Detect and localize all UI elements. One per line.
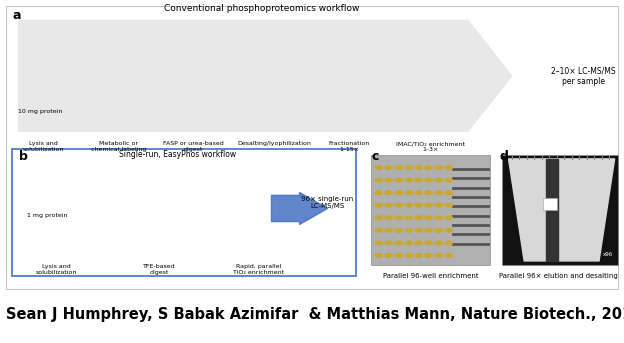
Text: Single-run, EasyPhos workflow: Single-run, EasyPhos workflow: [119, 150, 236, 159]
Circle shape: [445, 203, 452, 207]
Text: 1 mg protein: 1 mg protein: [27, 213, 67, 218]
Circle shape: [405, 254, 412, 257]
Circle shape: [395, 166, 402, 169]
Circle shape: [425, 228, 432, 232]
Circle shape: [405, 216, 412, 220]
Circle shape: [445, 216, 452, 220]
Circle shape: [395, 203, 402, 207]
Circle shape: [425, 241, 432, 245]
Text: a: a: [12, 9, 21, 22]
Circle shape: [395, 228, 402, 232]
Circle shape: [435, 216, 442, 220]
Circle shape: [405, 166, 412, 169]
Circle shape: [435, 191, 442, 194]
Circle shape: [445, 254, 452, 257]
Circle shape: [375, 178, 383, 182]
Text: b: b: [19, 150, 27, 163]
Circle shape: [435, 241, 442, 245]
Text: Lysis and
solubilization: Lysis and solubilization: [23, 141, 64, 152]
Circle shape: [385, 178, 392, 182]
Circle shape: [445, 178, 452, 182]
Circle shape: [415, 254, 422, 257]
Circle shape: [385, 241, 392, 245]
Circle shape: [375, 166, 383, 169]
Circle shape: [385, 191, 392, 194]
Text: TFE-based
digest: TFE-based digest: [143, 264, 175, 275]
Circle shape: [395, 191, 402, 194]
Text: Fractionation
1–15×: Fractionation 1–15×: [329, 141, 370, 152]
Circle shape: [425, 178, 432, 182]
Circle shape: [415, 203, 422, 207]
Circle shape: [375, 191, 383, 194]
Circle shape: [405, 241, 412, 245]
Polygon shape: [509, 159, 615, 261]
Text: Conventional phosphoproteomics workflow: Conventional phosphoproteomics workflow: [164, 4, 360, 13]
Circle shape: [395, 178, 402, 182]
Text: FASP or urea-based
digest: FASP or urea-based digest: [163, 141, 224, 152]
Circle shape: [415, 241, 422, 245]
Circle shape: [415, 228, 422, 232]
Circle shape: [385, 254, 392, 257]
Circle shape: [435, 254, 442, 257]
Circle shape: [385, 203, 392, 207]
Circle shape: [445, 241, 452, 245]
Text: 10 mg protein: 10 mg protein: [18, 109, 63, 114]
Circle shape: [425, 191, 432, 194]
Circle shape: [385, 228, 392, 232]
Text: c: c: [371, 150, 379, 163]
Circle shape: [385, 216, 392, 220]
Circle shape: [375, 203, 383, 207]
Bar: [502, 154, 618, 265]
Circle shape: [415, 178, 422, 182]
Text: Desalting/lyophilization: Desalting/lyophilization: [238, 141, 311, 146]
Circle shape: [425, 254, 432, 257]
Circle shape: [445, 191, 452, 194]
Circle shape: [435, 228, 442, 232]
Circle shape: [385, 166, 392, 169]
Circle shape: [375, 216, 383, 220]
Circle shape: [395, 241, 402, 245]
Circle shape: [405, 203, 412, 207]
Circle shape: [435, 178, 442, 182]
Text: 2–10× LC-MS/MS
per sample: 2–10× LC-MS/MS per sample: [551, 66, 616, 85]
Circle shape: [405, 191, 412, 194]
Bar: [371, 154, 490, 265]
Text: Sean J Humphrey, S Babak Azimifar  & Matthias Mann, Nature Biotech., 2015, 33, 9: Sean J Humphrey, S Babak Azimifar & Matt…: [6, 307, 624, 322]
Text: 96× single-run
LC-MS/MS: 96× single-run LC-MS/MS: [301, 196, 354, 209]
Text: Metabolic or
chemical labeling: Metabolic or chemical labeling: [91, 141, 146, 152]
Bar: [12, 149, 356, 275]
Text: Parallel 96-well enrichment: Parallel 96-well enrichment: [383, 273, 479, 279]
FancyArrow shape: [271, 192, 328, 225]
Circle shape: [415, 216, 422, 220]
Circle shape: [425, 216, 432, 220]
Circle shape: [425, 203, 432, 207]
Circle shape: [375, 254, 383, 257]
Circle shape: [445, 228, 452, 232]
Circle shape: [435, 166, 442, 169]
Circle shape: [435, 203, 442, 207]
Text: x96: x96: [603, 251, 613, 257]
Text: IMAC/TiO₂ enrichment
1–3×: IMAC/TiO₂ enrichment 1–3×: [396, 141, 465, 152]
Circle shape: [445, 166, 452, 169]
Text: Lysis and
solubilization: Lysis and solubilization: [36, 264, 77, 275]
Circle shape: [405, 178, 412, 182]
Circle shape: [415, 166, 422, 169]
Bar: [543, 198, 557, 210]
Circle shape: [415, 191, 422, 194]
Text: Rapid, parallel
TiO₂ enrichment: Rapid, parallel TiO₂ enrichment: [233, 264, 285, 275]
Circle shape: [375, 241, 383, 245]
Circle shape: [375, 228, 383, 232]
FancyArrow shape: [19, 21, 512, 131]
Circle shape: [395, 216, 402, 220]
Circle shape: [405, 228, 412, 232]
Circle shape: [425, 166, 432, 169]
Text: Parallel 96× elution and desalting: Parallel 96× elution and desalting: [499, 273, 618, 279]
Polygon shape: [546, 159, 558, 261]
Text: d: d: [499, 150, 508, 163]
Circle shape: [395, 254, 402, 257]
